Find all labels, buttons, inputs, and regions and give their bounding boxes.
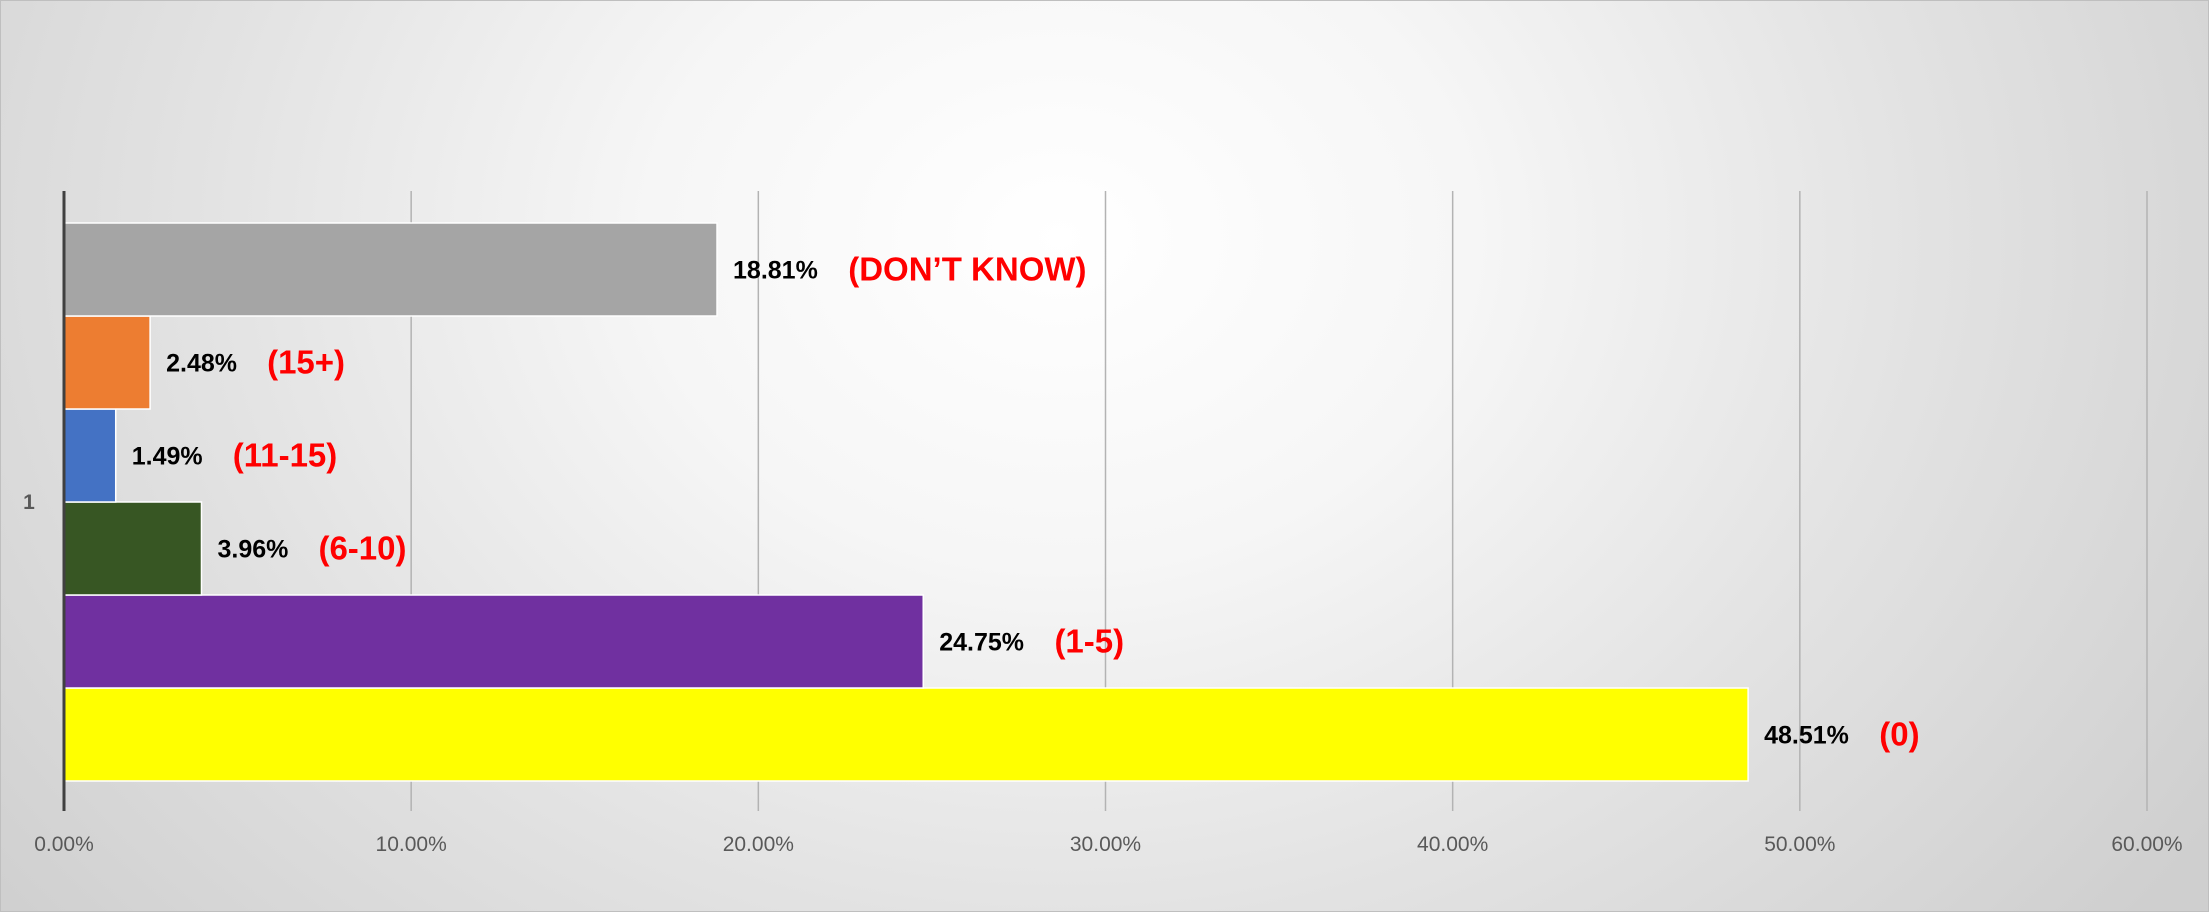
- range-label: (15+): [267, 344, 345, 381]
- bar: [63, 222, 718, 317]
- x-tick-label: 20.00%: [723, 833, 794, 856]
- x-tick-label: 60.00%: [2111, 833, 2182, 856]
- range-label: (1-5): [1054, 623, 1124, 660]
- data-label: 3.96%: [217, 536, 288, 564]
- x-tick-label: 0.00%: [34, 833, 94, 856]
- range-label: (DON’T KNOW): [848, 251, 1086, 288]
- x-tick-label: 40.00%: [1417, 833, 1488, 856]
- bar: [63, 594, 924, 689]
- x-tick-label: 50.00%: [1764, 833, 1835, 856]
- range-label: (11-15): [233, 437, 338, 474]
- x-tick-label: 30.00%: [1070, 833, 1141, 856]
- bar: [63, 687, 1749, 782]
- data-label: 24.75%: [939, 629, 1024, 657]
- bar: [63, 501, 203, 596]
- bar: [63, 315, 151, 410]
- data-label: 18.81%: [733, 257, 818, 285]
- data-label: 2.48%: [166, 350, 237, 378]
- range-label: (0): [1879, 716, 1919, 753]
- range-label: (6-10): [318, 530, 406, 567]
- category-label: 1: [23, 491, 35, 514]
- data-label: 48.51%: [1764, 722, 1849, 750]
- data-label: 1.49%: [132, 443, 203, 471]
- bar: [63, 408, 117, 503]
- x-tick-label: 10.00%: [376, 833, 447, 856]
